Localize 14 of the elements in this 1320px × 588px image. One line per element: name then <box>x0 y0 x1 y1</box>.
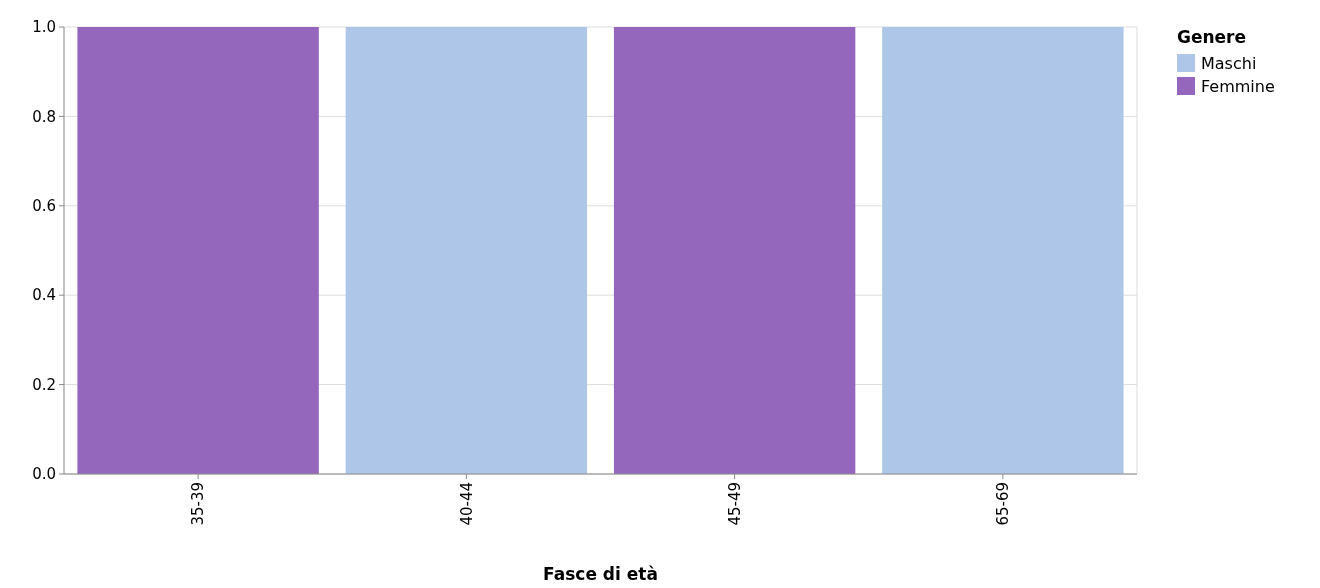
x-tick-label: 40-44 <box>457 482 476 526</box>
x-tick-label: 35-39 <box>189 482 208 526</box>
y-tick-label: 1.0 <box>32 18 56 37</box>
legend-title: Genere <box>1177 26 1247 47</box>
y-tick-label: 0.4 <box>32 286 56 305</box>
x-axis-title: Fasce di età <box>543 564 658 584</box>
legend-label: Maschi <box>1201 53 1257 73</box>
y-tick-label: 0.8 <box>32 107 56 126</box>
y-tick-label: 0.2 <box>32 375 56 394</box>
y-tick-label: 0.6 <box>32 197 56 216</box>
y-tick-label: 0.0 <box>32 465 56 484</box>
legend-label: Femmine <box>1201 76 1275 96</box>
x-tick-label: 45-49 <box>725 482 744 526</box>
x-tick-label: 65-69 <box>994 482 1013 526</box>
